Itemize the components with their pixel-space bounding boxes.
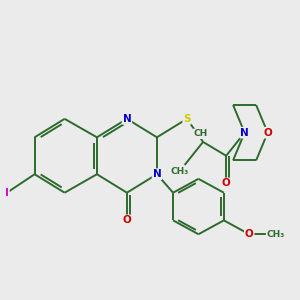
Text: I: I — [5, 188, 9, 198]
Text: S: S — [183, 114, 191, 124]
Text: O: O — [245, 229, 254, 239]
Text: CH₃: CH₃ — [267, 230, 285, 239]
Text: N: N — [122, 114, 131, 124]
Text: O: O — [222, 178, 230, 188]
Text: CH₃: CH₃ — [171, 167, 189, 176]
Text: N: N — [152, 169, 161, 179]
Text: O: O — [122, 215, 131, 225]
Text: N: N — [240, 128, 249, 138]
Text: CH: CH — [194, 129, 208, 138]
Text: O: O — [263, 128, 272, 138]
